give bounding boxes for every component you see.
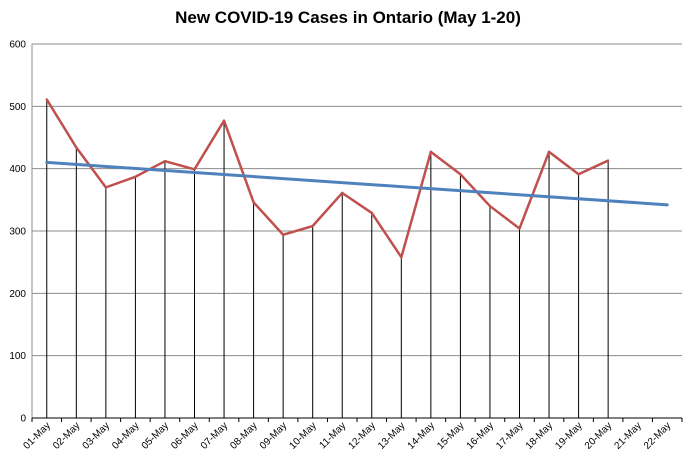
x-tick-label: 22-May [642,420,673,451]
x-tick-label: 14-May [406,420,437,451]
x-tick-label: 02-May [51,420,82,451]
data-point [134,175,137,178]
y-tick-label: 300 [9,227,26,238]
data-point [429,150,433,154]
x-tick-label: 12-May [347,420,378,451]
data-point [281,233,285,236]
data-point [488,204,492,208]
x-tick-label: 05-May [140,420,171,451]
x-tick-label: 17-May [494,420,525,451]
x-tick-label: 19-May [553,420,584,451]
x-tick-label: 21-May [612,420,643,451]
x-tick-label: 18-May [524,420,555,451]
data-point [45,98,48,101]
x-tick-label: 16-May [465,420,496,451]
trend-line [45,160,669,207]
y-tick-label: 100 [9,351,26,362]
data-point [163,159,167,163]
y-tick-label: 200 [9,289,26,300]
data-point [370,211,373,215]
x-tick-label: 13-May [376,420,407,451]
x-tick-label: 01-May [22,420,53,451]
x-tick-label: 03-May [81,420,112,451]
x-tick-label: 15-May [435,420,466,451]
x-tick-label: 20-May [583,420,614,451]
data-point [104,186,108,189]
x-tick-label: 07-May [199,420,230,451]
data-point [518,227,521,230]
x-tick-label: 10-May [287,420,318,451]
x-tick-label: 11-May [318,420,349,451]
data-point [606,159,610,162]
x-tick-label: 06-May [169,420,200,451]
y-tick-label: 0 [20,414,26,425]
data-point [341,191,344,195]
data-point [311,224,314,228]
data-point [577,173,580,176]
data-point [400,255,403,259]
chart-title: New COVID-19 Cases in Ontario (May 1-20) [175,8,521,27]
data-point [459,173,462,176]
data-point [75,146,78,149]
data-point [193,168,196,171]
series-line-new-cases [45,98,609,259]
x-tick-label: 09-May [258,420,289,451]
data-point [547,150,551,154]
y-tick-label: 500 [9,102,26,113]
x-tick-label: 08-May [228,420,259,451]
y-tick-label: 400 [9,164,26,175]
data-point [252,201,255,204]
data-point [222,119,226,122]
x-tick-label: 04-May [110,420,141,451]
y-tick-label: 600 [9,40,26,51]
